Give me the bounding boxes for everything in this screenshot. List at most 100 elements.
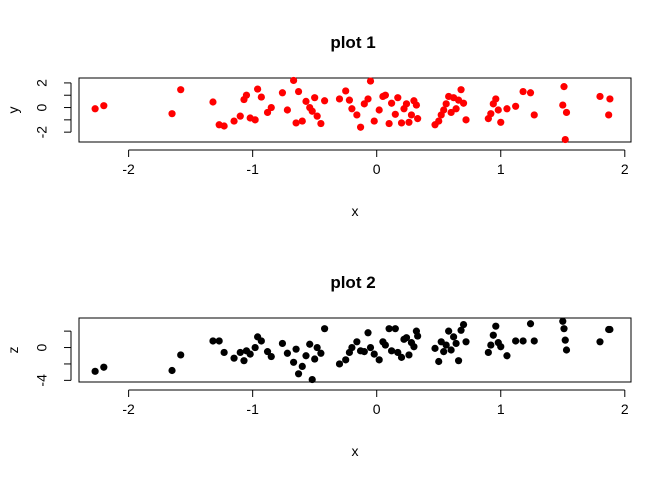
plot-2-point — [596, 338, 604, 346]
plot-1-x-tick-label: 2 — [621, 161, 629, 177]
plot-2-point — [215, 337, 223, 345]
plot-1-x-axis: -2 -1 0 1 2 — [122, 149, 629, 177]
plot-1-point — [447, 108, 455, 117]
plot-2-point — [302, 352, 310, 360]
plot-1-point — [391, 110, 399, 118]
plot-2-point — [512, 337, 520, 345]
plot-1-point — [442, 100, 450, 108]
plot-2-point — [391, 325, 399, 333]
plot-2-y-label: z — [5, 347, 21, 354]
plot-1-point — [560, 83, 568, 91]
plot-1-point — [562, 108, 571, 117]
plot-2-point — [492, 322, 500, 330]
plot-2-point — [414, 332, 422, 340]
plot-1-points — [91, 76, 614, 144]
plot-2-point — [442, 341, 450, 349]
plot-2-point — [452, 339, 460, 348]
plot-1-point — [370, 117, 378, 125]
plot-1-point — [596, 92, 604, 101]
plot-2-y-tick-label: 0 — [34, 343, 50, 351]
plot-1-point — [414, 115, 422, 123]
plot-1-point — [168, 110, 176, 118]
plot-1-y-tick-label: -2 — [34, 126, 50, 139]
plot-2-point — [306, 340, 314, 348]
plot-2-point — [445, 327, 453, 335]
plot-2-point — [484, 348, 492, 357]
plot-1-point — [387, 99, 396, 107]
plot-2-point — [168, 366, 176, 375]
plot-1-point — [364, 95, 372, 103]
plot-1-point — [519, 87, 527, 96]
plot-2-x-tick-label: 2 — [621, 401, 629, 417]
plot-1-y-tick-label: 2 — [34, 79, 50, 87]
plot-2-point — [289, 358, 298, 366]
plot-1-point — [605, 111, 613, 119]
plot-2-point — [311, 355, 319, 363]
plot-1-point — [298, 117, 306, 125]
plot-2-point — [308, 375, 316, 384]
plot-1-point — [353, 111, 361, 119]
plot-1-x-tick-label: -2 — [122, 161, 135, 177]
plot-1-point — [394, 94, 402, 102]
plot-1-y-tick-label: 0 — [34, 103, 50, 111]
plot-2-point — [366, 343, 375, 352]
plot-2-point — [246, 350, 254, 358]
plot-2-point — [462, 338, 470, 346]
plot-1-point — [459, 99, 468, 107]
plot-2-x-tick-label: 1 — [497, 401, 505, 417]
plot-1-point — [381, 91, 389, 99]
plot-1-point — [342, 87, 350, 95]
plot-1-point — [497, 118, 505, 126]
plot-1-frame — [78, 77, 632, 143]
plot-2-title: plot 2 — [330, 273, 375, 292]
plot-2-point — [267, 352, 275, 361]
plot-1-point — [283, 106, 291, 114]
plot-2-y-tick-label: -4 — [34, 374, 50, 387]
plot-2-point — [561, 336, 569, 344]
plot-1-point — [452, 105, 460, 113]
plot-1-point — [559, 101, 567, 109]
plot-2-point — [313, 343, 321, 352]
plot-2-point — [450, 333, 458, 341]
plot-2-x-axis: -2 -1 0 1 2 — [122, 389, 629, 417]
plot-1-point — [405, 118, 413, 126]
panel-1: plot 1 -2 -1 0 1 2 -2 0 2 x y — [5, 33, 632, 219]
plot-1-x-tick-label: -1 — [246, 161, 259, 177]
plot-2-point — [487, 341, 495, 349]
plot-2-point — [447, 346, 455, 354]
plot-1-point — [385, 119, 393, 128]
plot-2-point — [503, 352, 511, 360]
plot-2-point — [317, 349, 325, 357]
plot-2-point — [526, 320, 535, 328]
plot-2-point — [387, 347, 396, 355]
plot-2-point — [335, 360, 344, 368]
plot-2-x-label: x — [352, 443, 359, 459]
plot-2-point — [459, 320, 468, 329]
plot-1-point — [503, 105, 511, 113]
plot-2-point — [353, 338, 361, 346]
plot-2-point — [385, 325, 393, 333]
plot-2-point — [559, 317, 567, 325]
plot-2-point — [402, 334, 411, 342]
plot-2-point — [209, 337, 217, 345]
plot-2-point — [360, 348, 368, 356]
plot-1-point — [313, 112, 321, 120]
plot-2-point — [454, 357, 463, 365]
plot-1-y-axis: -2 0 2 — [34, 79, 72, 139]
plot-2-point — [230, 354, 238, 362]
plot-2-point — [435, 357, 443, 366]
plot-2-point — [278, 339, 287, 348]
plot-1-point — [321, 97, 329, 105]
plot-2-point — [236, 348, 244, 357]
plot-2-x-tick-label: 0 — [373, 401, 381, 417]
plot-1-point — [335, 95, 344, 103]
plot-2-point — [457, 326, 465, 334]
plot-1-point — [440, 106, 448, 114]
plot-2-point — [240, 357, 248, 365]
plot-2-point — [519, 337, 527, 345]
plot-2-point — [321, 325, 329, 333]
plot-1-title: plot 1 — [330, 33, 375, 52]
plot-1-point — [311, 94, 319, 102]
plot-1-point — [402, 100, 411, 108]
